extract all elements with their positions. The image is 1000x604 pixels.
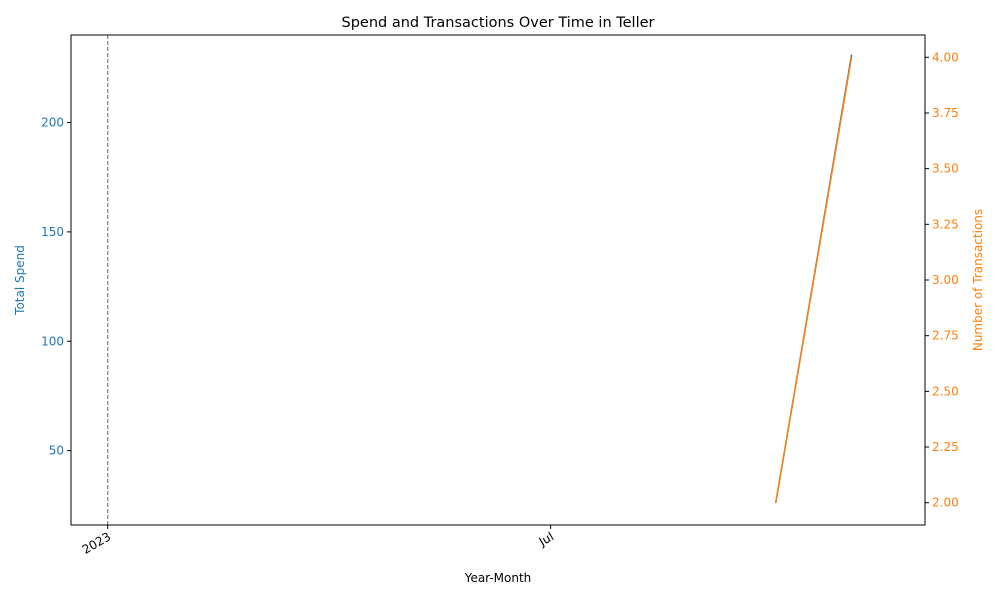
right-tick-label: 2.50 (932, 384, 959, 398)
chart-title: Spend and Transactions Over Time in Tell… (342, 15, 655, 31)
x-axis: 2023 Jul (80, 525, 556, 557)
left-tick-label: 50 (49, 444, 64, 458)
right-tick-label: 2.00 (932, 496, 959, 510)
right-tick-label: 3.00 (932, 273, 959, 287)
right-tick-label: 3.75 (932, 106, 959, 120)
left-y-axis-label: Total Spend (13, 245, 27, 316)
plot-frame (70, 34, 926, 526)
left-tick-label: 200 (41, 116, 64, 130)
plot-area (107, 35, 853, 525)
left-tick-label: 100 (41, 334, 64, 348)
right-tick-label: 3.25 (932, 217, 959, 231)
right-tick-label: 3.50 (932, 162, 959, 176)
right-tick-label: 2.25 (932, 440, 959, 454)
right-tick-label: 2.75 (932, 329, 959, 343)
right-y-axis: 2.00 2.25 2.50 2.75 3.00 3.25 3.50 3.75 4.00 (925, 50, 959, 510)
right-y-axis-label: Number of Transactions (971, 209, 985, 351)
x-tick-label: Jul (536, 529, 556, 549)
right-tick-label: 4.00 (932, 50, 959, 64)
left-y-axis: 50 100 150 200 (41, 116, 71, 458)
x-axis-label: Year-Month (464, 571, 532, 585)
x-tick-label: 2023 (80, 529, 113, 556)
left-tick-label: 150 (41, 225, 64, 239)
series-line-right (774, 57, 853, 503)
